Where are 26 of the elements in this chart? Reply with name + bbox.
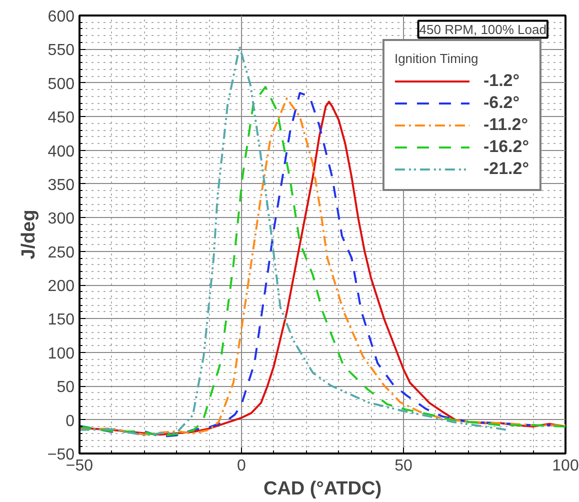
x-axis-title: CAD (°ATDC)	[263, 478, 382, 500]
x-tick-label: 50	[394, 458, 412, 474]
y-tick-label: 300	[48, 210, 75, 228]
legend-title: Ignition Timing	[394, 51, 480, 66]
y-tick-label: 600	[48, 8, 75, 26]
y-tick-label: 100	[48, 345, 75, 362]
legend-label: -16.2°	[483, 137, 529, 157]
y-tick-label: 50	[56, 379, 75, 396]
x-tick-label: 0	[237, 458, 246, 474]
legend-label: -6.2°	[483, 93, 520, 113]
y-tick-label: 550	[48, 42, 75, 60]
annotation: 450 RPM, 100% Load	[419, 22, 546, 37]
legend-label: -11.2°	[483, 115, 528, 135]
y-axis-title: J/deg	[18, 210, 40, 260]
y-tick-label: 0	[66, 412, 75, 430]
y-tick-label: 250	[48, 244, 75, 262]
y-tick-label: 500	[48, 76, 75, 93]
y-tick-label: 350	[48, 176, 75, 194]
y-tick-label: 200	[48, 278, 75, 296]
y-tick-label: 450	[48, 110, 75, 127]
legend-label: -21.2°	[483, 159, 529, 179]
y-tick-label: −50	[47, 446, 75, 464]
y-tick-label: 400	[48, 143, 75, 160]
x-tick-label: 100	[552, 458, 579, 474]
y-tick-label: 150	[48, 312, 75, 329]
legend-label: -1.2°	[483, 71, 520, 91]
